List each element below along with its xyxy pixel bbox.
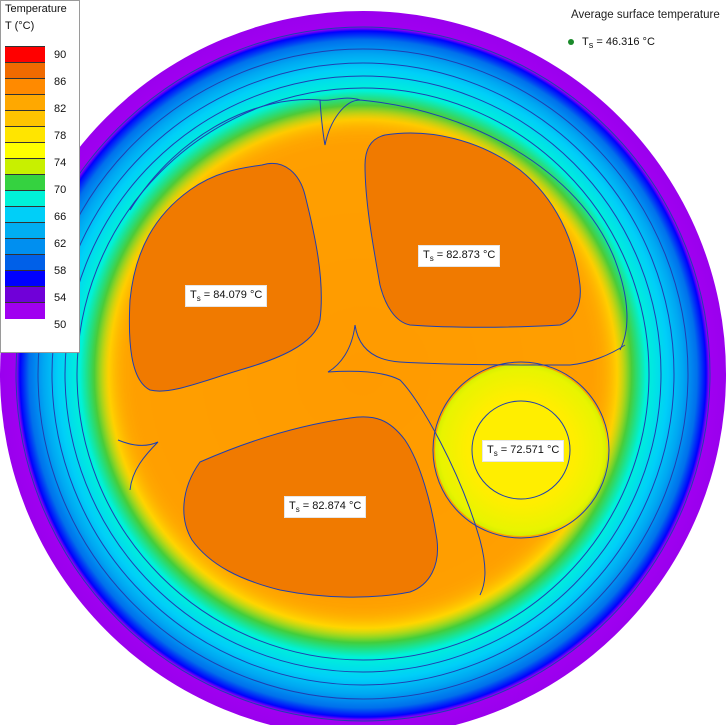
legend-swatch — [5, 174, 45, 191]
legend-swatch — [5, 46, 45, 63]
ts-subscript: s — [493, 449, 498, 459]
average-value: = 46.316 °C — [596, 36, 655, 48]
legend-swatch — [5, 270, 45, 287]
legend-tick: 82 — [54, 103, 67, 115]
isotherm-rings — [15, 26, 711, 722]
ts-value: = 82.874 °C — [302, 500, 362, 512]
legend-tick: 58 — [54, 265, 67, 277]
legend-swatch — [5, 142, 45, 159]
legend-swatch — [5, 222, 45, 239]
conductor-label-bottom: Ts = 82.874 °C — [284, 496, 367, 519]
conductor-small-outer — [432, 361, 610, 539]
average-label-subscript: s — [588, 40, 594, 51]
ts-subscript: s — [295, 505, 300, 515]
legend-swatch — [5, 254, 45, 271]
legend-swatch — [5, 190, 45, 207]
inner-sheath-boundary — [129, 97, 628, 351]
average-surface-title: Average surface temperature — [571, 9, 720, 21]
average-marker-icon — [568, 39, 574, 46]
ts-value: = 84.079 °C — [203, 289, 263, 301]
conductor-left — [128, 163, 322, 392]
legend-swatch — [5, 78, 45, 95]
ts-subscript: s — [196, 294, 201, 304]
ts-symbol: T — [289, 500, 296, 512]
legend-tick: 90 — [54, 49, 67, 61]
ts-value: = 72.571 °C — [500, 444, 560, 456]
legend-swatch — [5, 238, 45, 255]
legend-tick: 78 — [54, 130, 67, 142]
legend-unit: T (°C) — [5, 20, 35, 32]
legend-swatch — [5, 206, 45, 223]
conductor-label-top-right: Ts = 82.873 °C — [418, 245, 501, 268]
average-label: T — [582, 36, 589, 48]
conductor-label-small: Ts = 72.571 °C — [482, 440, 565, 463]
separator-lines — [117, 324, 626, 596]
legend-tick: 70 — [54, 184, 67, 196]
ts-subscript: s — [429, 254, 434, 264]
ts-value: = 82.873 °C — [436, 249, 496, 261]
legend-swatch — [5, 302, 45, 319]
legend-tick: 86 — [54, 76, 67, 88]
legend-swatch — [5, 286, 45, 303]
legend-tick: 74 — [54, 157, 67, 169]
legend-tick: 62 — [54, 238, 67, 250]
ts-symbol: T — [487, 444, 494, 456]
legend-swatch — [5, 158, 45, 175]
legend-swatch — [5, 126, 45, 143]
ts-symbol: T — [190, 289, 197, 301]
temperature-legend: Temperature T (°C) 90 86 82 78 74 70 66 62 58 54 5… — [0, 0, 80, 353]
legend-title: Temperature — [5, 3, 67, 15]
average-surface-value: Ts = 46.316 °C — [568, 36, 655, 50]
legend-tick: 66 — [54, 211, 67, 223]
legend-swatch — [5, 62, 45, 79]
legend-tick: 50 — [54, 319, 67, 331]
ts-symbol: T — [423, 249, 430, 261]
conductor-top-right — [364, 132, 581, 328]
conductor-label-left: Ts = 84.079 °C — [185, 285, 268, 308]
legend-swatch — [5, 110, 45, 127]
legend-swatch — [5, 94, 45, 111]
legend-tick: 54 — [54, 292, 67, 304]
